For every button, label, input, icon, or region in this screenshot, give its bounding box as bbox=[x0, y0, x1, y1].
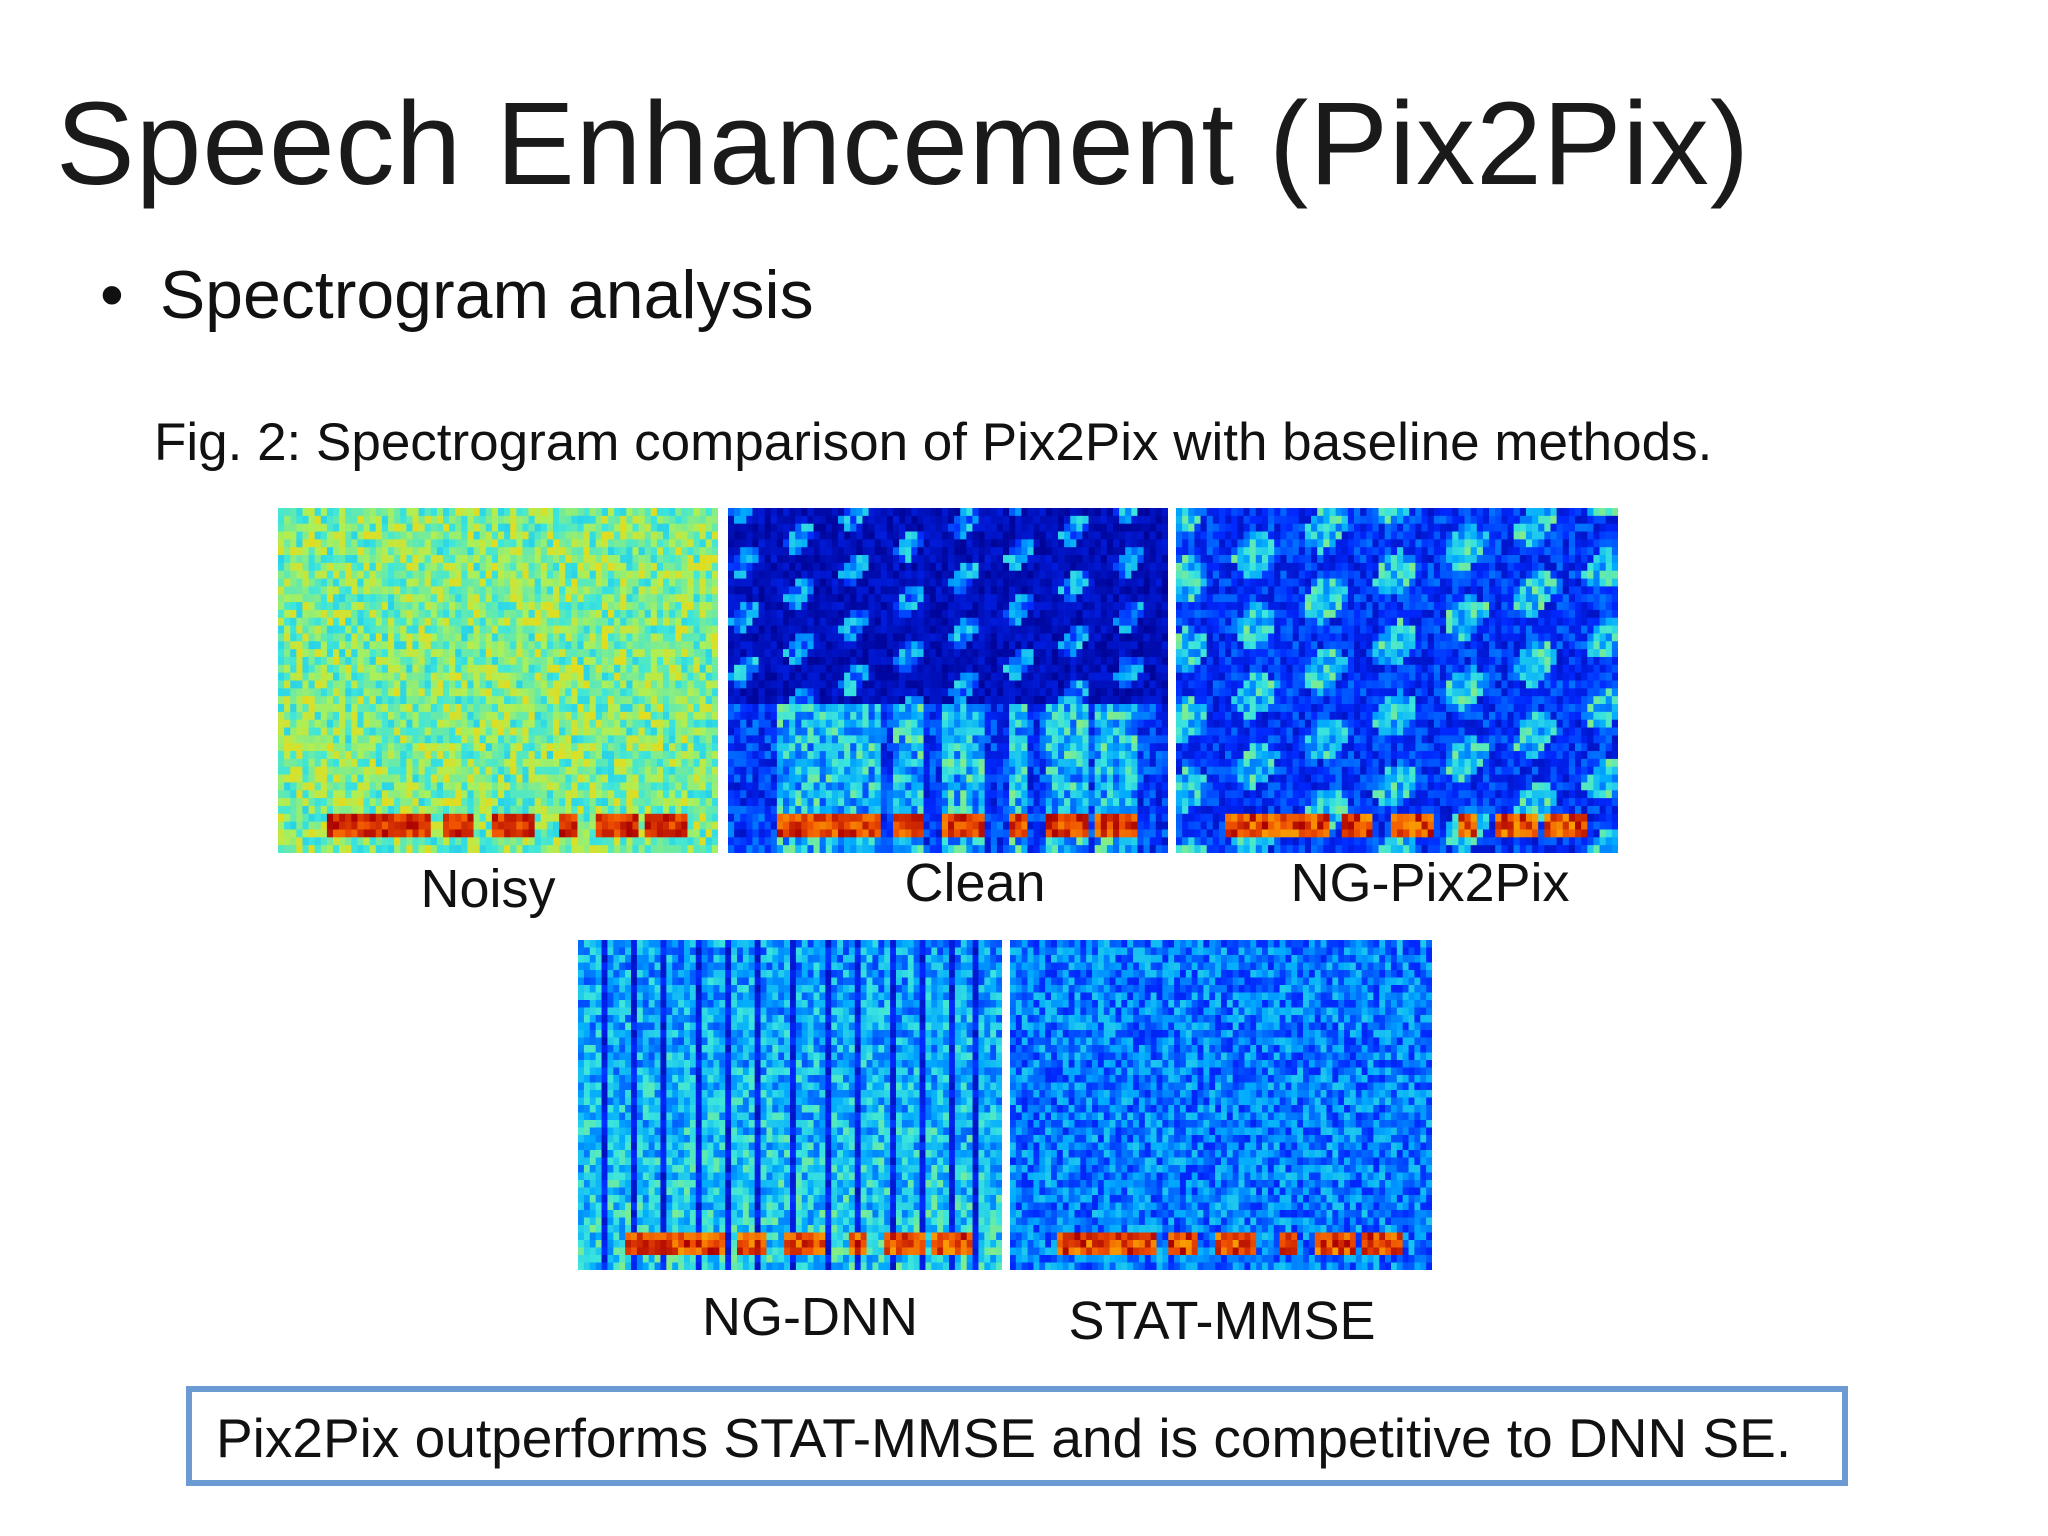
spectrogram-clean-image bbox=[728, 508, 1168, 853]
bullet-marker: • bbox=[100, 257, 124, 333]
spectrogram-pix2pix-image bbox=[1176, 508, 1618, 853]
spectrogram-clean bbox=[728, 508, 1168, 853]
spectrogram-noisy bbox=[278, 508, 718, 853]
figure-caption: Fig. 2: Spectrogram comparison of Pix2Pi… bbox=[154, 413, 1713, 472]
spectrogram-pix2pix bbox=[1176, 508, 1618, 853]
spectrogram-noisy-image bbox=[278, 508, 718, 853]
spectrogram-label-clean: Clean bbox=[904, 853, 1046, 913]
spectrogram-label-mmse: STAT-MMSE bbox=[1068, 1291, 1376, 1351]
conclusion-callout: Pix2Pix outperforms STAT-MMSE and is com… bbox=[186, 1386, 1848, 1486]
spectrogram-label-pix2pix: NG-Pix2Pix bbox=[1290, 853, 1570, 913]
bullet-text: Spectrogram analysis bbox=[159, 257, 814, 333]
spectrogram-label-dnn: NG-DNN bbox=[702, 1287, 918, 1347]
spectrogram-mmse bbox=[1010, 940, 1432, 1270]
spectrogram-mmse-image bbox=[1010, 940, 1432, 1270]
bullet-item: • Spectrogram analysis bbox=[100, 256, 814, 334]
slide-title: Speech Enhancement (Pix2Pix) bbox=[56, 78, 1751, 210]
conclusion-text: Pix2Pix outperforms STAT-MMSE and is com… bbox=[216, 1407, 1792, 1469]
spectrogram-label-noisy: Noisy bbox=[420, 859, 556, 919]
spectrogram-dnn-image bbox=[578, 940, 1002, 1270]
spectrogram-dnn bbox=[578, 940, 1002, 1270]
